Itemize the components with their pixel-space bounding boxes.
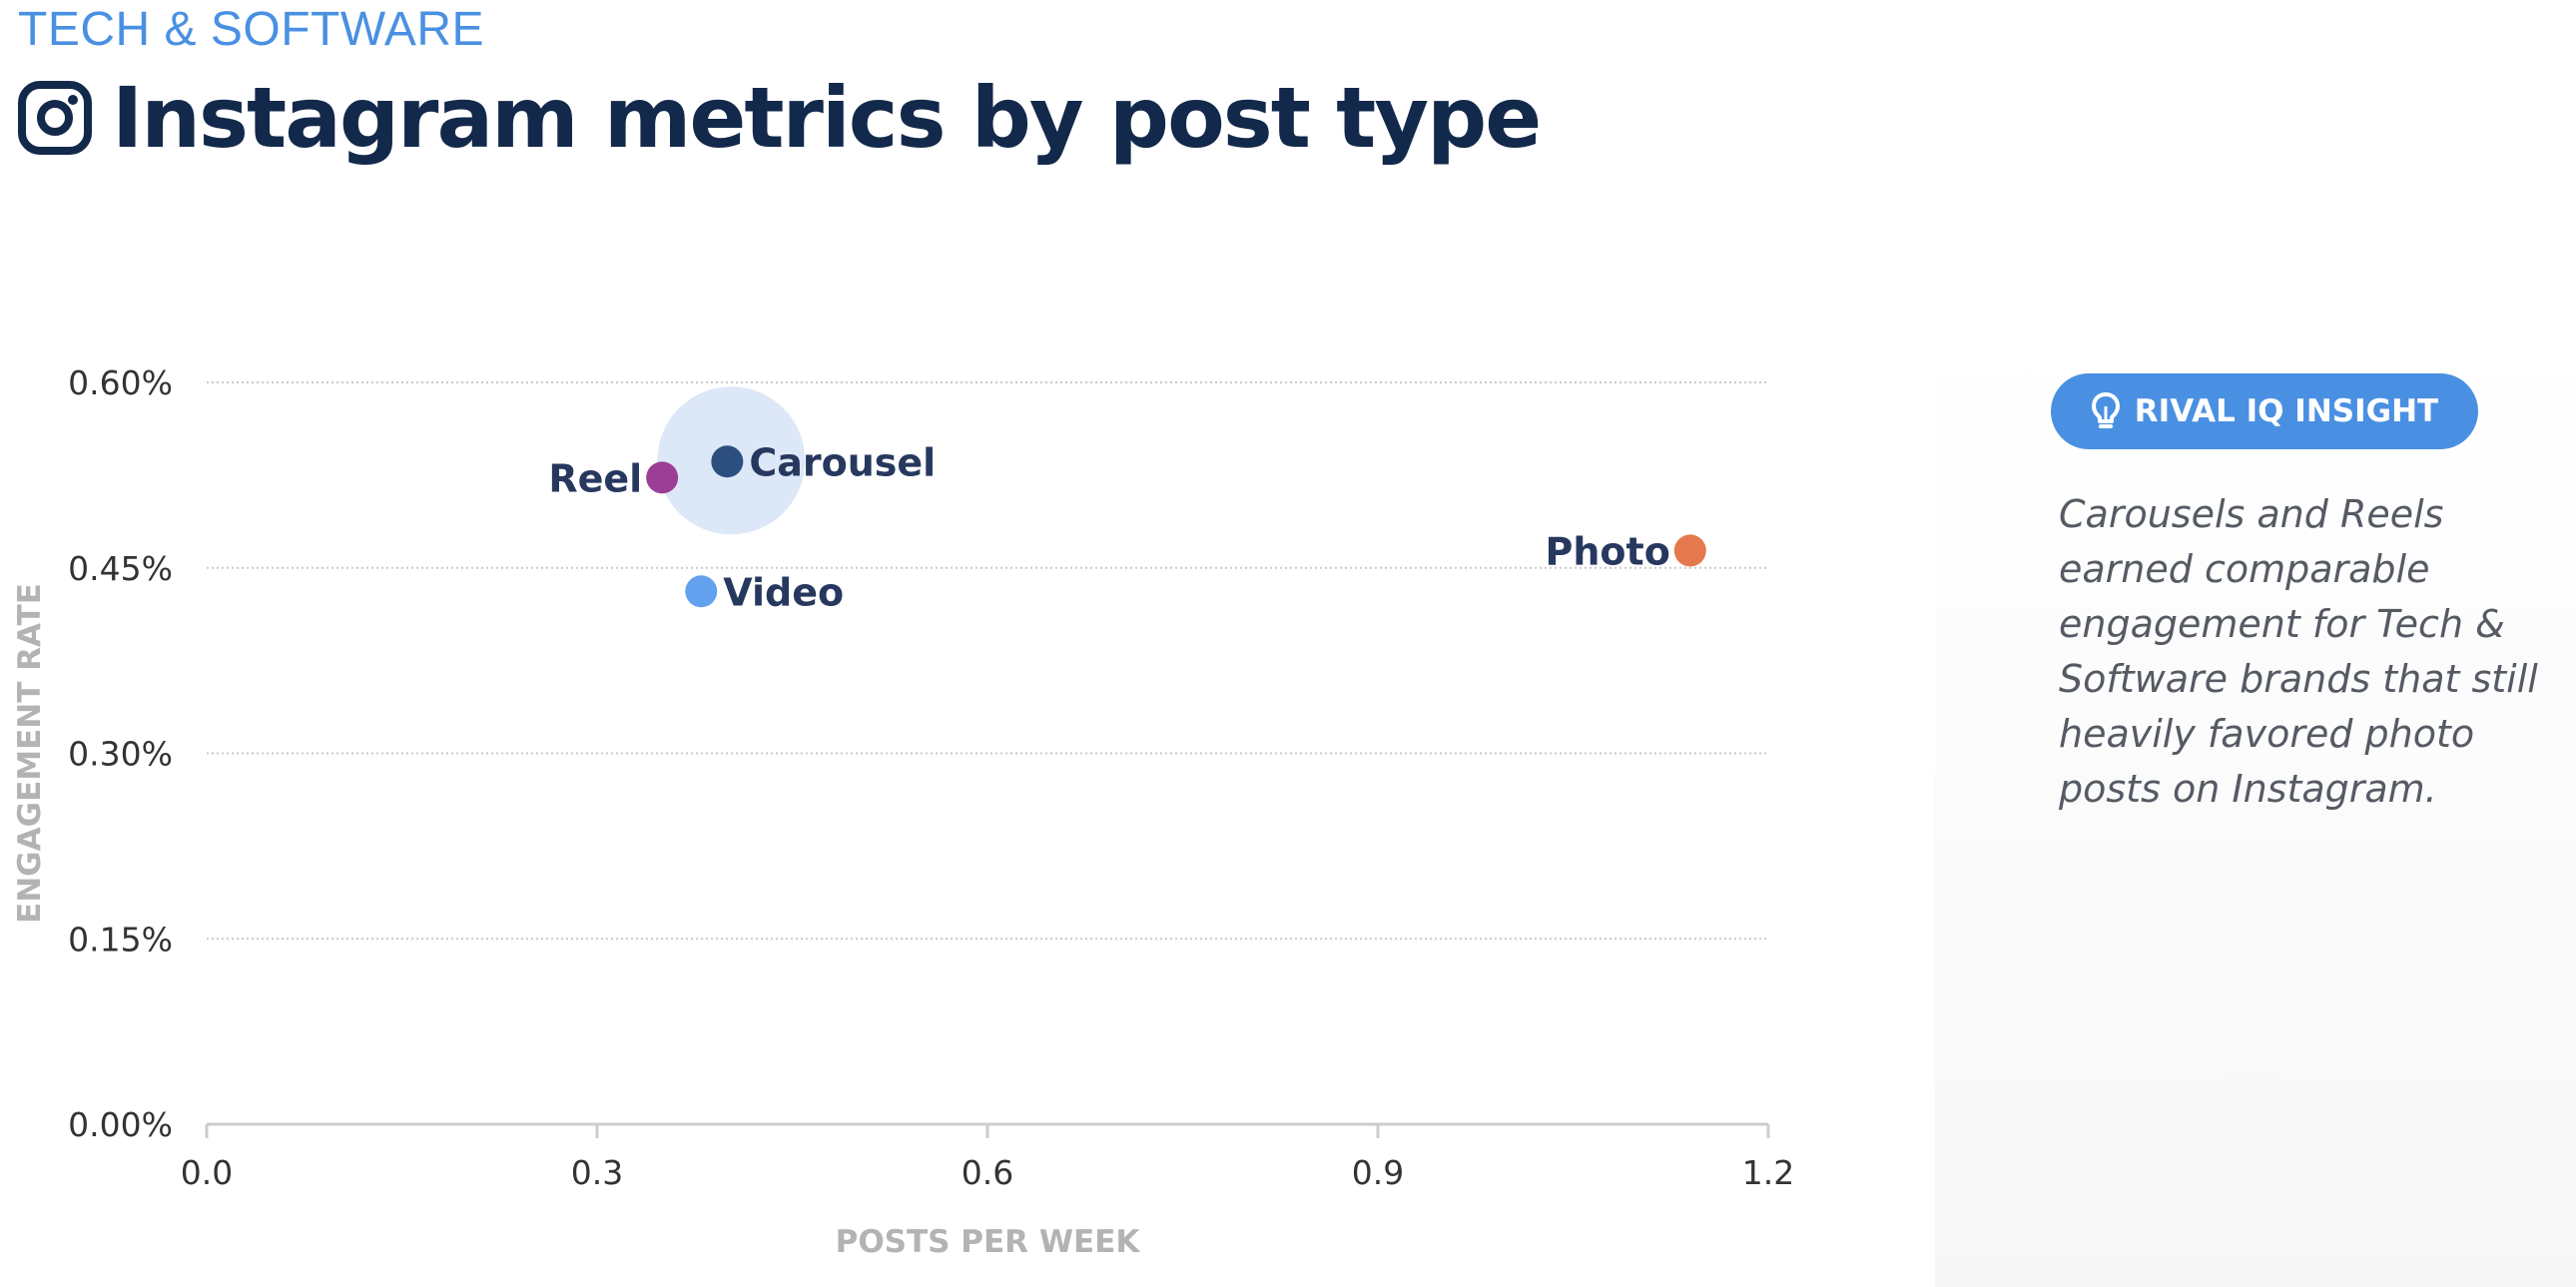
point-marker[interactable]: [685, 575, 718, 608]
instagram-icon: [18, 81, 92, 155]
data-point-carousel[interactable]: Carousel: [711, 440, 936, 484]
x-tick-label: 1.2: [1742, 1153, 1794, 1192]
x-tick-label: 0.3: [571, 1153, 623, 1192]
insight-panel: RIVAL IQ INSIGHT Carousels and Reels ear…: [1935, 329, 2576, 1287]
data-point-reel[interactable]: Reel: [548, 456, 679, 500]
x-axis-ticks: 0.0 0.3 0.6 0.9 1.2: [181, 1124, 1794, 1192]
title-row: Instagram metrics by post type: [18, 66, 1542, 170]
point-label: Reel: [548, 456, 642, 500]
lightbulb-icon: [2091, 392, 2120, 428]
point-marker[interactable]: [646, 461, 679, 494]
x-tick-label: 0.6: [962, 1153, 1013, 1192]
point-label: Photo: [1546, 529, 1670, 573]
rival-iq-insight-button[interactable]: RIVAL IQ INSIGHT: [2051, 373, 2478, 449]
x-tick-label: 0.0: [181, 1153, 233, 1192]
category-label: TECH & SOFTWARE: [18, 3, 485, 56]
y-tick-label: 0.30%: [68, 735, 173, 774]
point-marker[interactable]: [1673, 534, 1706, 567]
y-axis-title: ENGAGEMENT RATE: [12, 583, 48, 924]
y-tick-label: 0.15%: [68, 920, 173, 959]
y-tick-label: 0.60%: [68, 363, 173, 402]
y-axis-ticks: 0.00% 0.15% 0.30% 0.45% 0.60%: [68, 363, 173, 1144]
point-label: Video: [723, 570, 844, 614]
scatter-chart: 0.00% 0.15% 0.30% 0.45% 0.60% 0.0 0.3 0.6 0.9 1.…: [12, 363, 1794, 1260]
data-point-photo[interactable]: Photo: [1546, 529, 1706, 573]
point-marker[interactable]: [711, 445, 744, 478]
y-tick-label: 0.45%: [68, 549, 173, 588]
y-tick-label: 0.00%: [68, 1105, 173, 1144]
insight-button-label: RIVAL IQ INSIGHT: [2134, 393, 2439, 429]
insight-text: Carousels and Reels earned comparable en…: [2059, 492, 2538, 811]
point-label: Carousel: [749, 440, 936, 484]
data-point-video[interactable]: Video: [685, 570, 844, 614]
x-tick-label: 0.9: [1352, 1153, 1404, 1192]
gridlines: [207, 381, 1768, 941]
data-points: Reel Carousel Video Photo: [548, 386, 1706, 614]
page-title: Instagram metrics by post type: [112, 69, 1542, 167]
x-axis-title: POSTS PER WEEK: [836, 1224, 1141, 1260]
